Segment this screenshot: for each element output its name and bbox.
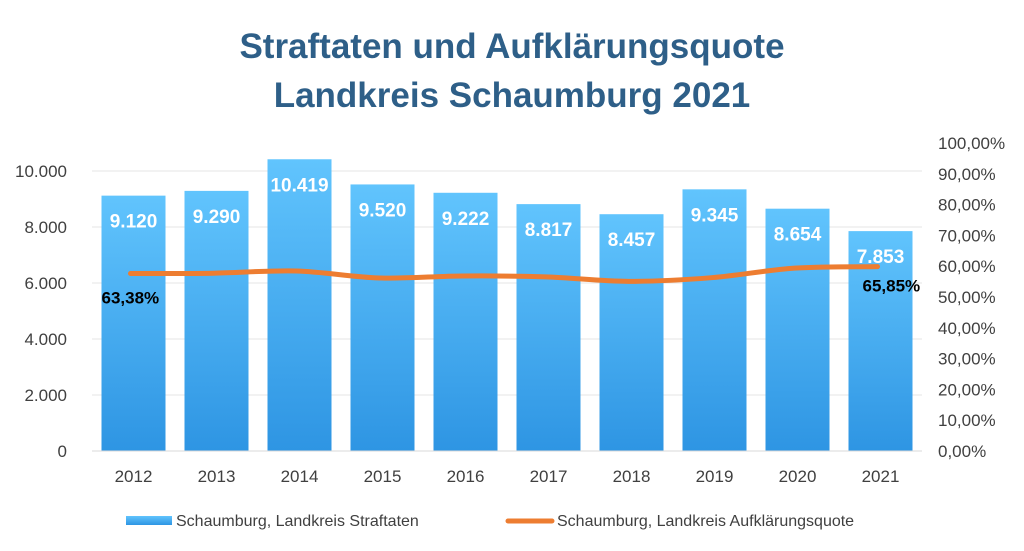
legend-label-bar: Schaumburg, Landkreis Straftaten [176, 513, 419, 530]
legend: Schaumburg, Landkreis Straftaten Schaumb… [126, 513, 854, 530]
category-label: 2015 [364, 467, 402, 486]
left-tick-label: 2.000 [24, 386, 67, 405]
left-tick-label: 4.000 [24, 330, 67, 349]
right-tick-label: 10,00% [938, 411, 996, 430]
category-label: 2013 [198, 467, 236, 486]
right-tick-label: 70,00% [938, 226, 996, 245]
right-tick-label: 50,00% [938, 288, 996, 307]
bar [101, 195, 166, 451]
left-tick-label: 6.000 [24, 274, 67, 293]
line-data-labels: 63,38% 65,85% [102, 277, 921, 308]
right-tick-label: 30,00% [938, 350, 996, 369]
left-tick-label: 10.000 [15, 162, 67, 181]
bar-value-label: 9.520 [359, 200, 407, 221]
category-label: 2019 [696, 467, 734, 486]
bar-value-label: 8.817 [525, 220, 573, 241]
bar [599, 214, 664, 451]
bar [267, 159, 332, 451]
bar-value-label: 10.419 [270, 175, 328, 196]
bar-value-label: 7.853 [857, 247, 905, 268]
line-value-label: 63,38% [102, 289, 160, 308]
right-tick-label: 80,00% [938, 196, 996, 215]
category-axis-labels: 2012 2013 2014 2015 2016 2017 2018 2019 2020 2021 [115, 467, 900, 486]
bar [350, 184, 415, 451]
line-value-label: 65,85% [863, 277, 921, 296]
right-tick-label: 20,00% [938, 380, 996, 399]
left-tick-label: 8.000 [24, 218, 67, 237]
bar [765, 208, 830, 451]
bar [184, 190, 249, 451]
right-tick-label: 40,00% [938, 319, 996, 338]
bar [682, 189, 747, 451]
bar-value-label: 9.120 [110, 212, 158, 233]
right-tick-label: 0,00% [938, 442, 986, 461]
bar [433, 192, 498, 451]
chart-subtitle: Landkreis Schaumburg 2021 [273, 76, 751, 115]
bar-data-labels: 9.120 9.290 10.419 9.520 9.222 8.817 8.457 9.34… [110, 175, 905, 268]
bar-value-label: 8.654 [774, 225, 822, 246]
category-label: 2017 [530, 467, 568, 486]
bar-value-label: 9.290 [193, 207, 241, 228]
right-tick-label: 60,00% [938, 257, 996, 276]
bar-value-label: 8.457 [608, 230, 656, 251]
chart-title: Straftaten und Aufklärungsquote [239, 27, 785, 66]
legend-swatch-bar [126, 516, 172, 525]
right-tick-label: 100,00% [938, 134, 1005, 153]
chart-title-block: Straftaten und Aufklärungsquote Landkrei… [0, 22, 1024, 120]
bar [516, 204, 581, 451]
line-series [128, 264, 880, 284]
bar-series [92, 159, 922, 452]
line-series-path [128, 264, 880, 284]
category-label: 2016 [447, 467, 485, 486]
category-label: 2018 [613, 467, 651, 486]
category-label: 2012 [115, 467, 153, 486]
bar-value-label: 9.345 [691, 205, 739, 226]
left-axis-ticks: 0 2.000 4.000 6.000 8.000 10.000 [15, 162, 67, 461]
right-axis-ticks: 0,00% 10,00% 20,00% 30,00% 40,00% 50,00% 60,00… [938, 134, 1005, 461]
category-label: 2020 [779, 467, 817, 486]
bar-value-label: 9.222 [442, 209, 490, 230]
legend-label-line: Schaumburg, Landkreis Aufklärungsquote [557, 513, 854, 530]
category-label: 2014 [281, 467, 319, 486]
category-label: 2021 [862, 467, 900, 486]
left-tick-label: 0 [58, 442, 67, 461]
right-tick-label: 90,00% [938, 165, 996, 184]
